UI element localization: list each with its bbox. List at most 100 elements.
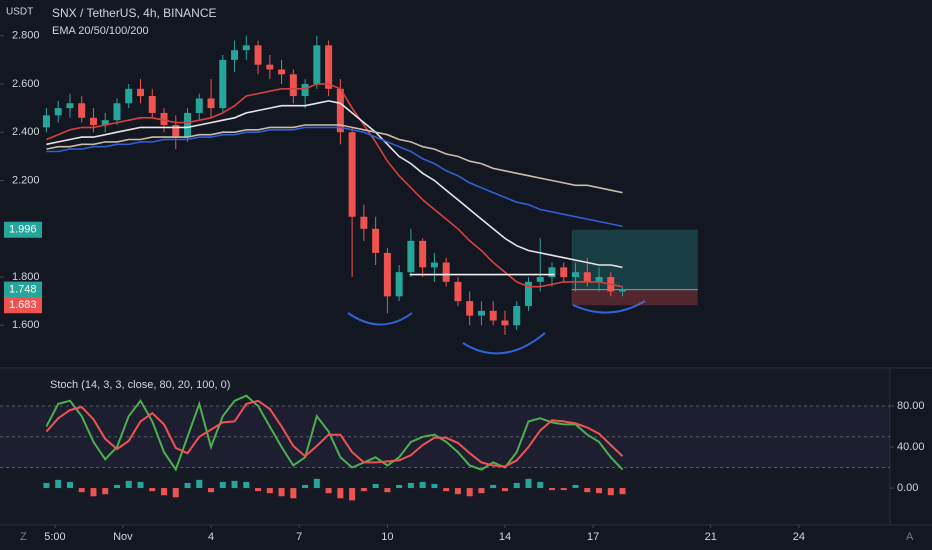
y-tick-label: 2.800 [12, 30, 40, 42]
histogram-bar [384, 488, 391, 493]
ema-line [46, 126, 623, 228]
histogram-bar [396, 484, 403, 489]
histogram-bar [478, 488, 485, 494]
candle-body [501, 320, 509, 326]
candle-body [136, 88, 144, 97]
histogram-bar [431, 483, 438, 489]
histogram-bar [255, 488, 262, 492]
price-tag-label: 1.683 [9, 299, 37, 311]
histogram-bar [196, 479, 203, 489]
x-tick-label: 14 [499, 531, 511, 543]
candle-body [572, 272, 580, 278]
candle-body [266, 64, 274, 70]
x-tick-label: 5:00 [44, 531, 65, 543]
candle-body [548, 267, 556, 278]
histogram-bar [102, 488, 109, 495]
candle-body [172, 124, 180, 138]
histogram-bar [325, 488, 332, 494]
price-tag [4, 221, 42, 238]
y-tick-label: 1.600 [12, 319, 40, 331]
candle-body [513, 305, 521, 326]
ema-line [46, 124, 623, 194]
histogram-bar [619, 488, 626, 495]
histogram-bar [55, 479, 62, 489]
candle-body [336, 88, 344, 133]
y-tick-label: 1.800 [12, 271, 40, 283]
histogram-bar [266, 488, 273, 494]
candle-body [207, 98, 215, 109]
candle-body [78, 103, 86, 118]
histogram-bar [360, 488, 367, 492]
x-tick-label: 10 [381, 531, 393, 543]
candle-body [148, 96, 156, 113]
histogram-bar [90, 488, 97, 497]
candle-body [430, 262, 438, 268]
histogram-bar [208, 488, 215, 493]
ema-line [46, 100, 623, 269]
candle-body [395, 272, 403, 297]
x-tick-label: Nov [113, 531, 133, 543]
candle-body [407, 240, 415, 273]
histogram-bar [466, 488, 473, 497]
histogram-bar [454, 488, 461, 495]
histogram-bar [219, 481, 226, 489]
candle-body [160, 112, 168, 125]
y2-tick-label: 0.00 [897, 482, 918, 494]
position-stop [571, 289, 698, 306]
candle-body [101, 120, 109, 125]
candle-body [454, 281, 462, 302]
histogram-bar [337, 488, 344, 499]
candle-body [184, 112, 192, 138]
histogram-bar [548, 488, 555, 491]
x-tick-label: 7 [296, 531, 302, 543]
candle-body [419, 240, 427, 268]
histogram-bar [243, 481, 250, 489]
candle-body [42, 115, 50, 128]
candle-body [560, 267, 568, 278]
x-tick-label: 21 [705, 531, 717, 543]
candle-body [89, 117, 97, 125]
y-tick-label: 2.400 [12, 126, 40, 138]
candle-body [595, 277, 603, 282]
candle-body [278, 69, 286, 75]
histogram-bar [78, 488, 85, 493]
candle-body [313, 45, 321, 84]
candle-body [466, 301, 474, 316]
candle-body [477, 310, 485, 316]
stoch-line [45, 399, 624, 468]
candle-body [289, 74, 297, 97]
stoch-legend: Stoch (14, 3, 3, close, 80, 20, 100, 0) [50, 379, 230, 391]
histogram-bar [513, 482, 520, 489]
candle-body [524, 281, 532, 306]
histogram-bar [443, 488, 450, 492]
toolbar-icon[interactable]: A [906, 531, 914, 543]
candle-body [383, 252, 391, 297]
candle-body [619, 289, 627, 292]
histogram-bar [584, 488, 591, 493]
histogram-bar [149, 488, 156, 492]
x-tick-label: 17 [587, 531, 599, 543]
histogram-bar [560, 488, 567, 491]
price-tag-label: 1.996 [9, 224, 37, 236]
histogram-bar [43, 482, 50, 489]
candle-body [219, 59, 227, 109]
histogram-bar [172, 488, 179, 498]
histogram-bar [290, 488, 297, 499]
candle-body [372, 228, 380, 253]
histogram-bar [161, 488, 168, 496]
candle-body [242, 45, 250, 51]
histogram-bar [596, 488, 603, 494]
candle-body [301, 83, 309, 97]
candle-body [231, 50, 239, 60]
candle-body [113, 103, 121, 121]
chart-title: SNX / TetherUS, 4h, BINANCE [52, 6, 217, 20]
y-unit: USDT [6, 7, 33, 18]
histogram-bar [349, 488, 356, 501]
candle-body [66, 103, 74, 109]
candle-body [583, 272, 591, 282]
price-tag [4, 297, 42, 314]
histogram-bar [125, 480, 132, 489]
toolbar-icon[interactable]: Z [20, 531, 27, 543]
histogram-bar [184, 482, 191, 489]
